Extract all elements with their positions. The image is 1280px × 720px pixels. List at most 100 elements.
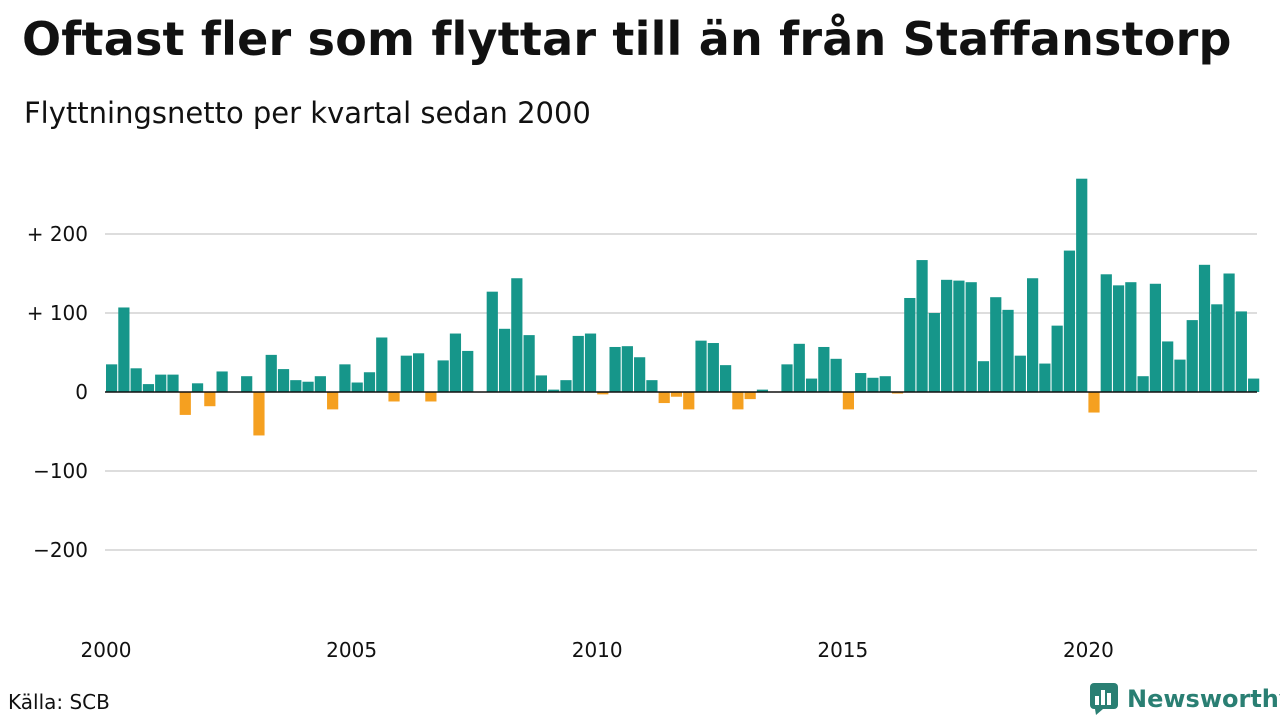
bar (106, 364, 118, 392)
bar (155, 374, 167, 392)
bar (904, 297, 916, 392)
bar (621, 346, 633, 392)
bar (720, 365, 732, 392)
bar (498, 328, 511, 392)
x-tick-label: 2005 (326, 638, 377, 662)
bar-chart: + 200 + 100 0 −100 −200 2000 2005 2010 2015 2020 (27, 178, 1260, 662)
bar (351, 382, 363, 392)
bar (744, 392, 756, 400)
bar (805, 378, 818, 392)
bar (560, 380, 572, 392)
bar (990, 297, 1002, 392)
y-tick-label: −200 (33, 538, 88, 562)
bar (1211, 304, 1223, 392)
bar (891, 392, 904, 394)
bar (707, 343, 719, 392)
bar (1100, 274, 1112, 392)
bar (1162, 341, 1174, 392)
bar (867, 377, 879, 392)
chart-subtitle: Flyttningsnetto per kvartal sedan 2000 (24, 96, 591, 130)
bar (928, 313, 940, 392)
bar (1051, 325, 1063, 392)
bar (413, 353, 425, 392)
source-label: Källa: SCB (8, 690, 110, 714)
bar (1088, 392, 1100, 413)
bar (118, 307, 130, 392)
y-tick-label: + 100 (27, 301, 88, 325)
x-tick-label: 2020 (1063, 638, 1114, 662)
bar (793, 343, 805, 392)
bar (1149, 283, 1161, 392)
bar (241, 376, 253, 392)
bar (965, 282, 977, 392)
bar (1014, 355, 1026, 392)
y-tick-label: 0 (75, 380, 88, 404)
bar (609, 346, 621, 392)
bar (1137, 376, 1149, 392)
bar (253, 392, 265, 436)
bar (1076, 178, 1088, 392)
y-axis-ticks: + 200 + 100 0 −100 −200 (27, 222, 88, 562)
x-tick-label: 2010 (572, 638, 623, 662)
bar (167, 374, 179, 392)
y-tick-label: −100 (33, 459, 88, 483)
bar (142, 384, 155, 392)
bar (216, 371, 228, 392)
bar (658, 392, 670, 404)
bar (1125, 282, 1137, 392)
bar (646, 380, 658, 392)
bar (597, 392, 609, 395)
bar (1248, 378, 1260, 392)
bar (449, 333, 462, 392)
x-tick-label: 2000 (81, 638, 132, 662)
chart-title: Oftast fler som flyttar till än från Sta… (22, 12, 1232, 66)
brand-logo: Newsworthy (1089, 682, 1280, 716)
bar (302, 381, 314, 392)
bar (204, 392, 216, 407)
bar (1063, 250, 1076, 392)
bar (1039, 363, 1051, 392)
bar (130, 368, 142, 392)
newsworthy-logo-icon (1090, 683, 1118, 715)
bar (191, 383, 204, 392)
bar (400, 355, 412, 392)
bar (1235, 311, 1247, 392)
bar (548, 389, 560, 392)
bar (339, 364, 351, 392)
bars (106, 178, 1260, 436)
y-tick-label: + 200 (27, 222, 88, 246)
bar (572, 335, 584, 392)
bar (842, 392, 854, 410)
bar (179, 392, 191, 415)
bar (376, 337, 388, 392)
bar (634, 357, 646, 392)
bar (265, 354, 277, 392)
bar (535, 375, 547, 392)
x-tick-label: 2015 (817, 638, 868, 662)
bar (290, 380, 302, 392)
bar (855, 373, 867, 392)
bar (462, 350, 474, 392)
bar (683, 392, 695, 410)
bar (953, 280, 965, 392)
bar (670, 392, 683, 397)
bar (818, 346, 830, 392)
bar (756, 389, 769, 392)
bar (1027, 278, 1039, 392)
bar (1186, 320, 1198, 392)
bar (1112, 285, 1125, 392)
bar (879, 376, 891, 392)
bar (695, 340, 707, 392)
bar (732, 392, 744, 410)
bar (511, 278, 523, 392)
bar (314, 376, 326, 392)
bar (916, 260, 928, 392)
bar (1223, 273, 1235, 392)
brand-name: Newsworthy (1127, 685, 1280, 713)
bar (363, 372, 376, 392)
bar (327, 392, 339, 410)
bar (425, 392, 437, 402)
bar (941, 279, 953, 392)
x-axis-ticks: 2000 2005 2010 2015 2020 (81, 638, 1114, 662)
bar (977, 361, 990, 392)
